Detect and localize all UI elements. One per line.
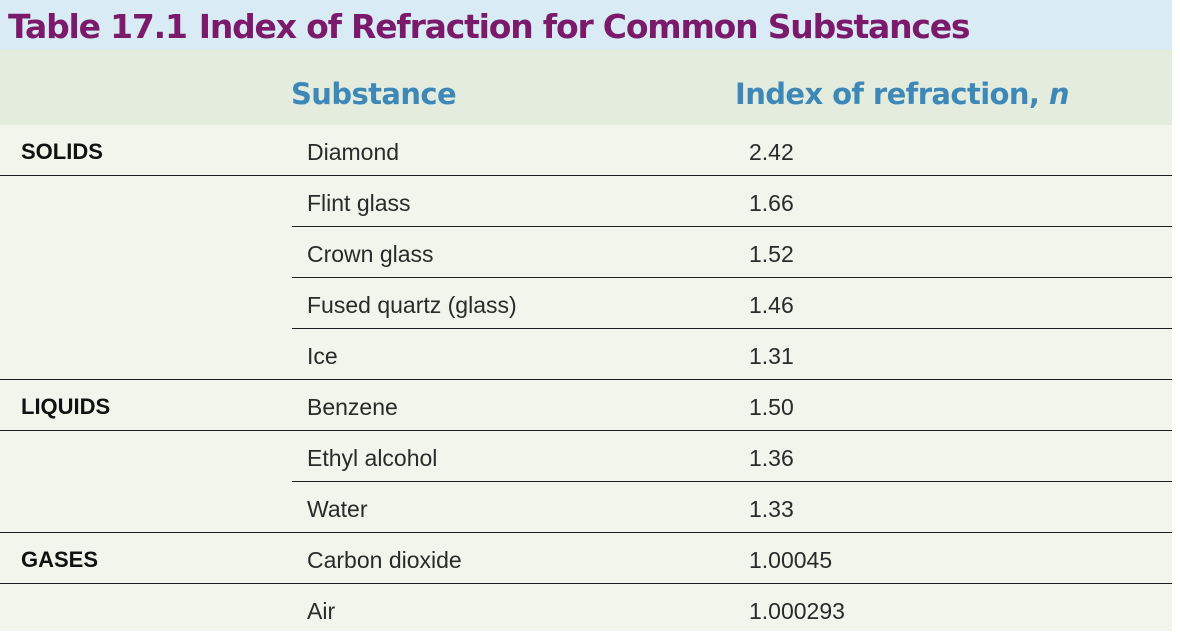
substance-cell: Flint glass — [307, 190, 411, 216]
table-row: Ethyl alcohol 1.36 — [0, 431, 1172, 482]
index-value-cell: 1.00045 — [749, 547, 833, 573]
column-header-row: Substance Index of refraction, n — [0, 50, 1172, 125]
table-row: Fused quartz (glass) 1.46 — [0, 278, 1172, 329]
table-title: Table 17.1 Index of Refraction for Common… — [8, 6, 971, 46]
table-row: LIQUIDS Benzene 1.50 — [0, 380, 1172, 431]
substance-cell: Carbon dioxide — [307, 547, 462, 573]
substance-column-header: Substance — [291, 77, 457, 111]
substance-cell: Benzene — [307, 394, 398, 420]
index-value-cell: 2.42 — [749, 139, 794, 165]
table-body: SOLIDS Diamond 2.42 Flint glass 1.66 Cro… — [0, 125, 1172, 635]
index-value-cell: 1.66 — [749, 190, 794, 216]
substance-cell: Air — [307, 598, 336, 624]
index-value-cell: 1.52 — [749, 241, 794, 267]
table-row: Flint glass 1.66 — [0, 176, 1172, 227]
table-row: SOLIDS Diamond 2.42 — [0, 125, 1172, 176]
table-row: GASES Carbon dioxide 1.00045 — [0, 533, 1172, 584]
table-number: Table 17.1 — [8, 6, 188, 46]
index-value-cell: 1.50 — [749, 394, 794, 420]
index-header-variable: n — [1048, 77, 1070, 111]
index-value-cell: 1.36 — [749, 445, 794, 471]
table-bottom-margin — [0, 631, 1172, 644]
table-title-bar: Table 17.1 Index of Refraction for Common… — [0, 0, 1172, 50]
category-label: LIQUIDS — [21, 394, 111, 419]
substance-cell: Ethyl alcohol — [307, 445, 438, 471]
index-column-header: Index of refraction, n — [735, 77, 1069, 111]
table-row: Water 1.33 — [0, 482, 1172, 533]
substance-cell: Fused quartz (glass) — [307, 292, 517, 318]
index-value-cell: 1.33 — [749, 496, 794, 522]
index-value-cell: 1.000293 — [749, 598, 845, 624]
index-value-cell: 1.46 — [749, 292, 794, 318]
substance-cell: Diamond — [307, 139, 400, 165]
category-label: SOLIDS — [21, 139, 103, 164]
table-row: Ice 1.31 — [0, 329, 1172, 380]
table-row: Crown glass 1.52 — [0, 227, 1172, 278]
index-value-cell: 1.31 — [749, 343, 794, 369]
substance-cell: Ice — [307, 343, 338, 369]
table-title-text: Index of Refraction for Common Substance… — [198, 6, 971, 46]
substance-cell: Water — [307, 496, 368, 522]
category-label: GASES — [21, 547, 99, 572]
substance-cell: Crown glass — [307, 241, 434, 267]
table-row: Air 1.000293 — [0, 584, 1172, 635]
index-header-label: Index of refraction, — [735, 77, 1049, 111]
